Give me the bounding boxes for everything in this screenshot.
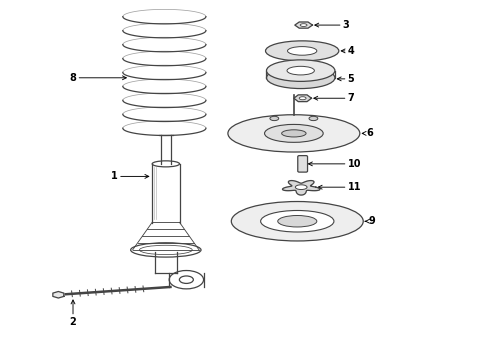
Polygon shape [283,181,320,195]
Text: 4: 4 [341,46,354,56]
Ellipse shape [228,115,360,152]
Text: 5: 5 [337,74,354,84]
Text: 2: 2 [70,300,76,327]
Ellipse shape [278,216,317,227]
Ellipse shape [267,67,335,89]
Text: 8: 8 [70,73,126,83]
Text: 7: 7 [314,93,354,103]
Polygon shape [53,292,64,298]
Text: 10: 10 [309,159,361,169]
Ellipse shape [231,202,363,241]
Ellipse shape [270,116,279,121]
Polygon shape [294,95,312,102]
Ellipse shape [266,41,339,61]
Text: 11: 11 [318,182,361,192]
Ellipse shape [300,24,307,27]
Text: 6: 6 [362,129,373,138]
Ellipse shape [261,211,334,232]
FancyBboxPatch shape [298,156,308,172]
Polygon shape [295,22,313,28]
Ellipse shape [288,46,317,55]
Ellipse shape [309,116,318,121]
Ellipse shape [295,185,307,189]
Ellipse shape [299,97,306,100]
Ellipse shape [265,125,323,142]
Ellipse shape [282,130,306,137]
Text: 9: 9 [365,216,375,226]
Text: 3: 3 [315,20,349,30]
Ellipse shape [287,66,315,75]
Ellipse shape [267,60,335,81]
Text: 1: 1 [111,171,149,181]
